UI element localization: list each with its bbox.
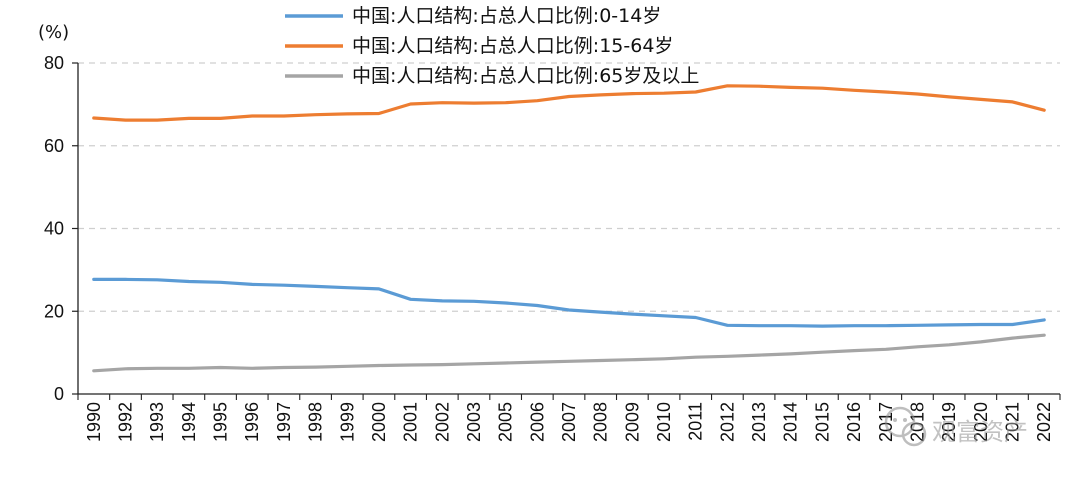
x-tick-label: 2008	[591, 402, 611, 442]
y-tick-label: 0	[54, 384, 64, 404]
x-tick-label: 2007	[559, 402, 579, 442]
y-tick-label: 60	[44, 136, 64, 156]
y-axis-label: (%)	[38, 22, 69, 43]
x-tick-label: 2014	[781, 402, 801, 442]
x-tick-label: 1998	[306, 402, 326, 442]
series-line-0	[92, 277, 1046, 328]
x-tick-label: 2012	[717, 402, 737, 442]
x-tick-label: 1994	[179, 402, 199, 442]
x-tick-label: 2021	[1002, 402, 1022, 442]
x-tick-label: 2010	[654, 402, 674, 442]
legend: 中国:人口结构:占总人口比例:0-14岁中国:人口结构:占总人口比例:15-64…	[285, 5, 699, 87]
x-tick-label: 2020	[971, 402, 991, 442]
y-tick-label: 80	[44, 53, 64, 73]
x-tick-label: 2000	[369, 402, 389, 442]
x-tick-label: 2011	[686, 402, 706, 441]
series-line-2	[92, 333, 1046, 373]
x-tick-label: 1995	[211, 402, 231, 442]
legend-label-1: 中国:人口结构:占总人口比例:15-64岁	[352, 35, 673, 57]
y-axis-ticks: 0 20 40 60 80	[44, 53, 78, 404]
x-tick-label: 1993	[147, 402, 167, 442]
watermark-text: 观富资产	[932, 418, 1028, 446]
y-tick-label: 20	[44, 301, 64, 321]
x-tick-label: 2013	[749, 402, 769, 442]
x-tick-label: 1999	[337, 402, 357, 442]
x-tick-label: 1997	[274, 402, 294, 442]
x-tick-label: 2018	[907, 402, 927, 442]
x-tick-label: 2001	[401, 402, 421, 442]
gridlines	[78, 62, 1060, 312]
x-tick-label: 2019	[939, 402, 959, 442]
x-tick-label: 1996	[242, 402, 262, 442]
x-tick-label: 2006	[527, 402, 547, 442]
legend-label-2: 中国:人口结构:占总人口比例:65岁及以上	[352, 65, 699, 87]
x-tick-label: 1990	[84, 402, 104, 442]
x-tick-label: 2009	[622, 402, 642, 442]
x-tick-label: 2016	[844, 402, 864, 442]
watermark: 观富资产	[884, 406, 1028, 447]
x-tick-label: 2022	[1034, 402, 1054, 442]
series-lines	[92, 84, 1046, 373]
series-line-1	[92, 84, 1046, 122]
y-tick-label: 40	[44, 219, 64, 239]
x-tick-label: 2015	[812, 402, 832, 442]
x-tick-label: 2005	[496, 402, 516, 442]
wechat-icon	[884, 406, 927, 447]
x-tick-label: 2002	[432, 402, 452, 442]
x-tick-label: 1992	[116, 402, 136, 442]
legend-label-0: 中国:人口结构:占总人口比例:0-14岁	[352, 5, 661, 27]
x-tick-label: 2003	[464, 402, 484, 442]
